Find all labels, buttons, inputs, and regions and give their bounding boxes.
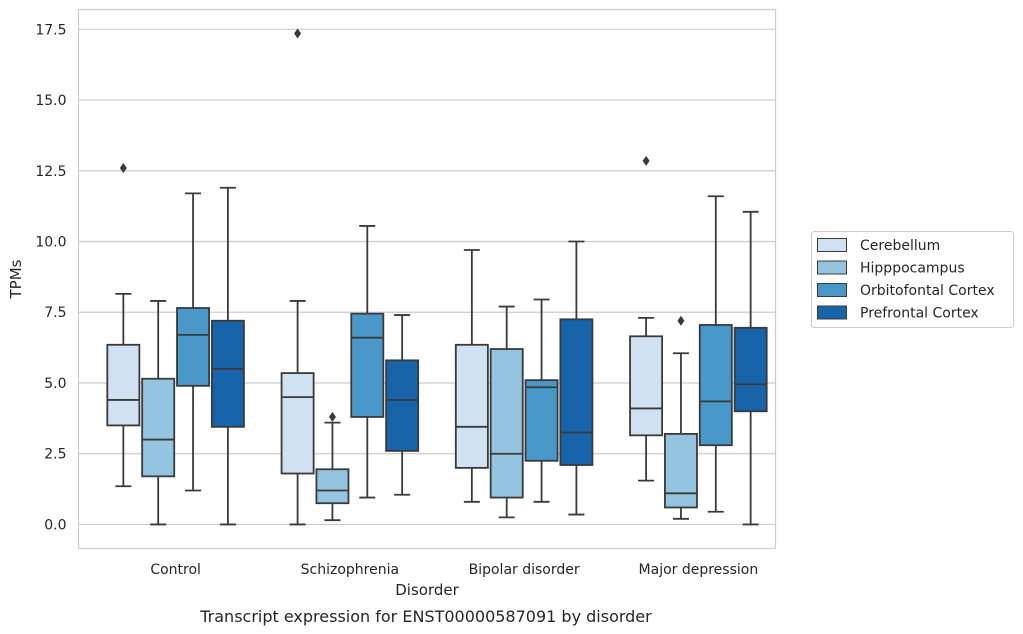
- legend-label: Prefrontal Cortex: [860, 306, 979, 322]
- box-iqr: [629, 335, 664, 437]
- x-tick-label: Schizophrenia: [301, 562, 399, 578]
- y-tick-label: 17.5: [35, 22, 66, 38]
- box-hipppocampus: [489, 305, 524, 519]
- box-hipppocampus: [315, 411, 350, 522]
- box-iqr: [350, 312, 385, 418]
- box-iqr: [454, 343, 489, 469]
- box-iqr: [141, 377, 176, 478]
- box-iqr: [176, 307, 210, 387]
- y-tick-label: 15.0: [35, 93, 66, 109]
- legend-swatch: [817, 260, 847, 275]
- box-orbitofontal-cortex: [176, 192, 210, 492]
- box-orbitofontal-cortex: [350, 225, 385, 499]
- y-tick-label: 2.5: [44, 447, 66, 463]
- legend-label: Cerebellum: [860, 238, 940, 254]
- box-hipppocampus: [141, 300, 176, 526]
- x-tick-label: Bipolar disorder: [469, 562, 580, 578]
- y-axis-label: TPMs: [7, 259, 25, 299]
- box-prefrontal-cortex: [733, 210, 768, 526]
- box-iqr: [698, 324, 733, 447]
- box-iqr: [524, 379, 559, 462]
- box-iqr: [315, 468, 350, 505]
- legend-swatch: [817, 283, 847, 297]
- box-iqr: [280, 372, 315, 475]
- box-prefrontal-cortex: [559, 240, 594, 516]
- box-prefrontal-cortex: [210, 186, 245, 526]
- legend: Cerebellum Hipppocampus Orbitofontal Corte…: [811, 231, 1014, 328]
- box-prefrontal-cortex: [385, 314, 420, 496]
- box-cerebellum: [454, 249, 489, 503]
- box-iqr: [385, 359, 420, 452]
- box-iqr: [106, 343, 141, 427]
- box-cerebellum: [106, 162, 141, 488]
- box-layer: [106, 28, 768, 526]
- x-axis-ticks: Control Schizophrenia Bipolar disorder Majo…: [150, 562, 758, 578]
- outlier-point: [294, 28, 302, 39]
- outlier-point: [328, 411, 336, 422]
- box-iqr: [559, 318, 594, 466]
- legend-swatch: [817, 305, 847, 320]
- chart-caption: Transcript expression for ENST0000058709…: [199, 607, 652, 626]
- legend-items: Cerebellum Hipppocampus Orbitofontal Corte…: [817, 238, 995, 322]
- outlier-point: [119, 162, 127, 173]
- outlier-point: [642, 155, 650, 166]
- y-tick-label: 5.0: [44, 376, 66, 392]
- legend-label: Orbitofontal Cortex: [860, 283, 995, 299]
- legend-swatch: [817, 238, 847, 252]
- y-axis-ticks: 0.0 2.5 5.0 7.5 10.0 12.5 15.0 17.5: [35, 22, 66, 533]
- plot-area-frame: [77, 8, 777, 550]
- box-orbitofontal-cortex: [524, 298, 559, 503]
- box-iqr: [210, 319, 245, 428]
- box-iqr: [733, 326, 768, 413]
- box-hipppocampus: [664, 315, 698, 520]
- x-tick-label: Major depression: [639, 562, 759, 578]
- y-tick-label: 7.5: [44, 305, 66, 321]
- outlier-point: [677, 315, 685, 326]
- x-axis-label: Disorder: [395, 581, 459, 599]
- y-tick-label: 10.0: [35, 235, 66, 251]
- y-tick-label: 0.0: [44, 517, 66, 533]
- box-iqr: [664, 433, 698, 509]
- y-tick-label: 12.5: [35, 164, 66, 180]
- x-tick-label: Control: [150, 562, 201, 578]
- box-orbitofontal-cortex: [698, 195, 733, 513]
- box-cerebellum: [280, 28, 315, 526]
- legend-label: Hipppocampus: [860, 261, 965, 277]
- box-cerebellum: [629, 155, 664, 482]
- legend-frame: [811, 231, 1014, 328]
- box-iqr: [489, 348, 524, 499]
